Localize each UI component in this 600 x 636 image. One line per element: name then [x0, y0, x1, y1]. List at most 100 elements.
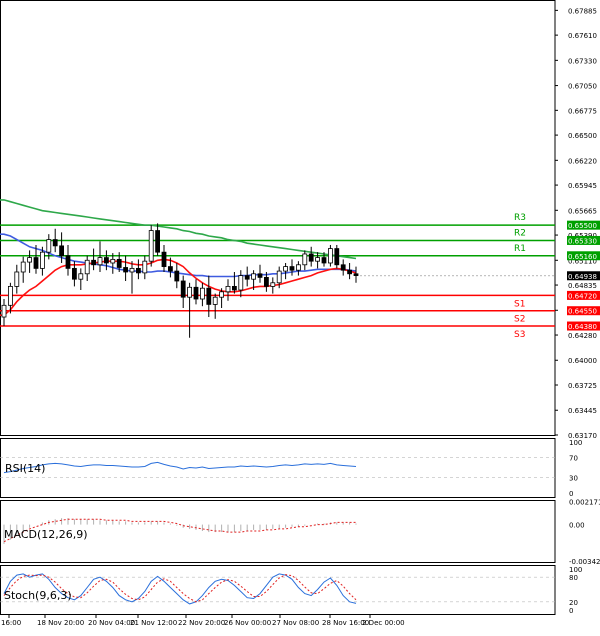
time-tick-label: 27 Nov 08:00	[272, 619, 319, 627]
stoch-tick-label: 80	[569, 574, 578, 582]
stoch-tick-label: 100	[569, 566, 582, 574]
pivot-price-label: 0.64380	[568, 323, 597, 331]
pivot-price-tag	[567, 306, 600, 316]
time-tick-label: 21 Nov 12:00	[130, 619, 177, 627]
candle-bear	[123, 267, 128, 273]
candle-bull	[7, 285, 13, 306]
candle-bear	[263, 276, 269, 287]
candle-bear	[206, 287, 212, 305]
pivot-price-label: 0.64720	[568, 292, 597, 300]
candle-bear	[321, 257, 327, 264]
candle-bull	[187, 286, 193, 298]
candle-bear	[116, 258, 122, 268]
moving-average-green	[0, 199, 357, 260]
pivot-price-label: 0.64550	[568, 308, 597, 316]
candle-bear	[289, 266, 295, 271]
time-tick-label: 20 Nov 04:00	[88, 619, 135, 627]
candle-bull	[148, 230, 154, 262]
stoch-main-line	[3, 573, 357, 605]
time-tick-label: 2 Dec 00:00	[362, 619, 405, 627]
price-tick-label: 0.63170	[568, 432, 597, 440]
candle-bull	[199, 287, 205, 300]
rsi-label: RSI(14)	[5, 462, 45, 475]
price-tick-label: 0.67885	[568, 7, 597, 15]
panel-frame-price	[0, 0, 556, 436]
pivot-name-s2: S2	[514, 315, 525, 325]
rsi-tick-label: 100	[569, 439, 582, 447]
stoch-tick-label: 0	[569, 607, 573, 615]
candle-bear	[180, 280, 186, 298]
price-tick-label: 0.66500	[568, 132, 597, 140]
candle-bull	[212, 296, 218, 305]
price-tick-label: 0.67330	[568, 57, 597, 65]
candle-bull	[219, 291, 225, 298]
price-tick-label: 0.64000	[568, 357, 597, 365]
pivot-price-tag	[567, 220, 600, 230]
pivot-name-r2: R2	[514, 228, 526, 238]
pivot-price-tag	[567, 251, 600, 261]
candle-bull	[129, 267, 135, 273]
stoch-signal-line	[3, 574, 357, 603]
pivot-name-r3: R3	[514, 213, 526, 223]
candle-bear	[72, 267, 77, 280]
candle-bear	[52, 239, 58, 247]
panel-frame-stoch	[0, 565, 556, 615]
candle-bear	[334, 248, 340, 266]
rsi-tick-label: 70	[569, 454, 578, 462]
candle-bull	[27, 257, 33, 263]
candle-bear	[104, 257, 109, 264]
candle-bear	[193, 286, 199, 300]
candle-bear	[65, 255, 71, 269]
rsi-line	[3, 461, 357, 474]
macd-tick-label: -0.003423	[569, 558, 600, 566]
candle-bull	[110, 258, 116, 264]
candle-bear	[135, 267, 141, 274]
price-tick-label: 0.63725	[568, 382, 597, 390]
macd-signal-line	[3, 518, 356, 543]
candle-bull	[14, 271, 20, 287]
time-tick-label: 22 Nov 20:00	[178, 619, 225, 627]
macd-tick-label: 0.002171	[569, 498, 600, 506]
price-tick-label: 0.63445	[568, 407, 597, 415]
price-tick-label: 0.67050	[568, 83, 597, 91]
candle-bear	[353, 273, 359, 276]
candle-bull	[327, 248, 333, 264]
candle-bull	[40, 251, 45, 269]
price-tick-label: 0.66220	[568, 157, 597, 165]
macd-tick-label: 0.00	[569, 522, 585, 530]
candle-bear	[161, 251, 167, 267]
price-tick-label: 0.65110	[568, 257, 597, 265]
price-tick-label: 0.67610	[568, 32, 597, 40]
candle-bear	[155, 230, 161, 253]
candle-bull	[315, 257, 321, 262]
candle-bull	[295, 264, 301, 271]
price-tick-label: 0.64835	[568, 282, 597, 290]
candle-bear	[167, 266, 173, 272]
candle-bull	[225, 285, 231, 293]
rsi-tick-label: 30	[569, 475, 578, 483]
candle-bull	[251, 273, 257, 280]
macd-label: MACD(12,26,9)	[4, 528, 88, 541]
stoch-tick-label: 20	[569, 599, 578, 607]
pivot-price-tag	[567, 290, 600, 300]
pivot-price-label: 0.65500	[568, 222, 597, 230]
current-price-label: 0.64938	[568, 273, 597, 281]
price-tick-label: 0.64280	[568, 332, 597, 340]
candle-bull	[283, 266, 289, 272]
time-tick-label: 16:00	[1, 619, 21, 627]
candle-bear	[59, 245, 64, 257]
candle-bear	[347, 269, 353, 275]
current-price-tag	[567, 271, 600, 281]
price-tick-label: 0.65945	[568, 182, 597, 190]
pivot-price-label: 0.65160	[568, 253, 597, 261]
candle-bear	[174, 270, 180, 282]
price-tick-label: 0.66775	[568, 107, 597, 115]
candle-bull	[84, 259, 90, 275]
time-tick-label: 28 Nov 16:00	[322, 619, 369, 627]
moving-average-red	[0, 258, 357, 316]
candle-bear	[91, 259, 96, 266]
panel-frame-rsi	[0, 438, 556, 498]
pivot-name-s3: S3	[514, 330, 525, 340]
